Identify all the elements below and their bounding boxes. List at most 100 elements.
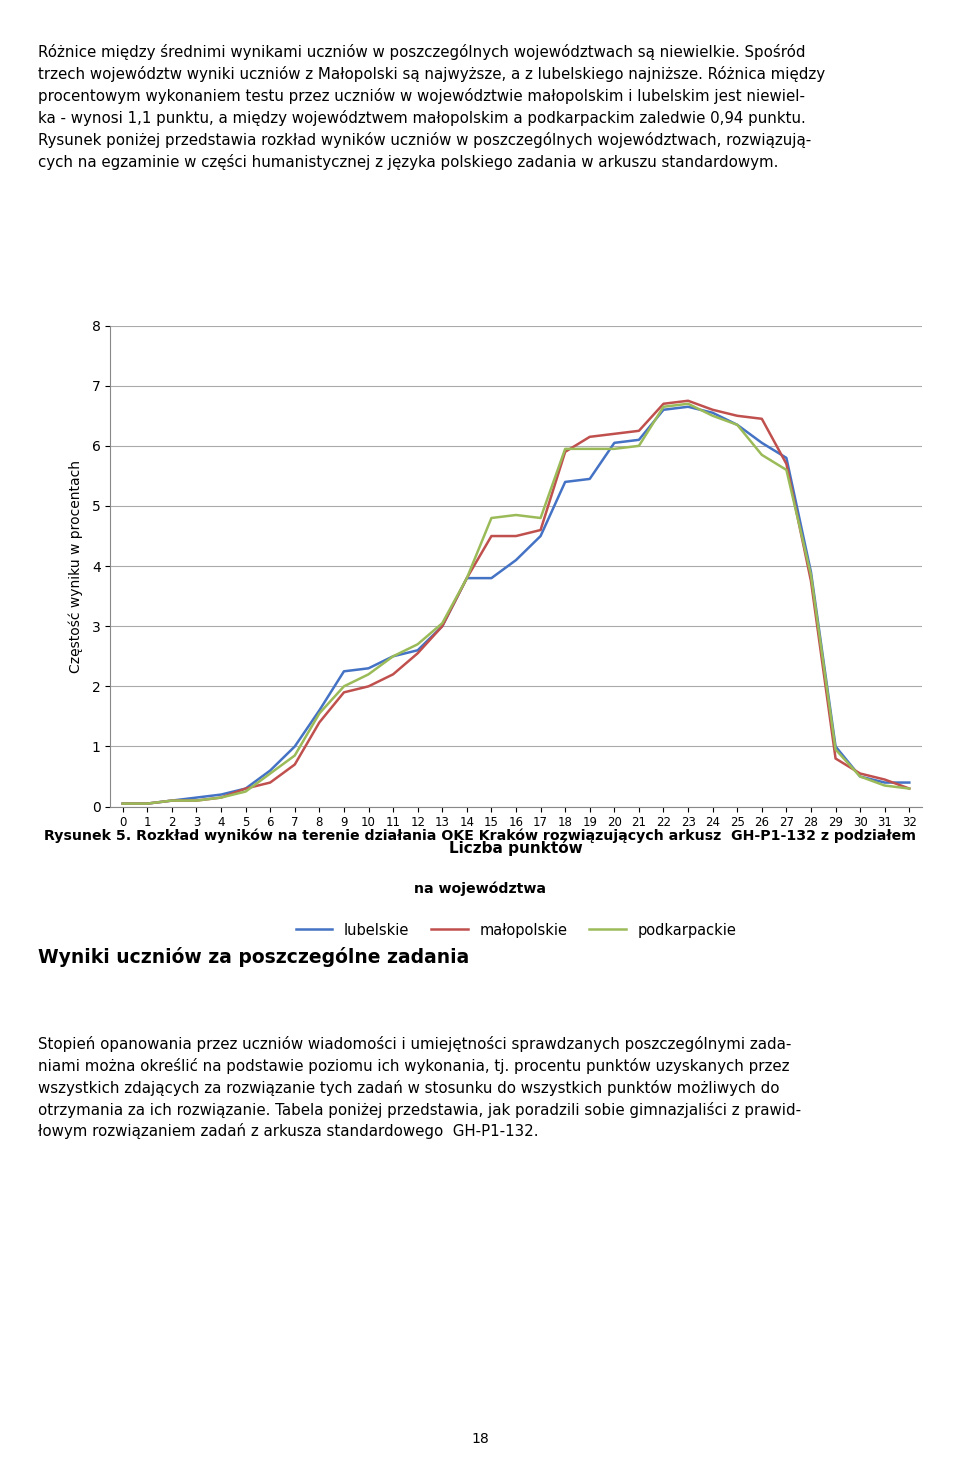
podkarpackie bbox=[560, 440, 571, 457]
lubelskie bbox=[634, 431, 645, 448]
lubelskie bbox=[560, 474, 571, 491]
małopolskie bbox=[289, 756, 300, 774]
małopolskie bbox=[732, 407, 743, 425]
podkarpackie bbox=[511, 506, 522, 524]
małopolskie bbox=[707, 401, 718, 419]
podkarpackie bbox=[437, 614, 448, 632]
podkarpackie bbox=[461, 570, 472, 588]
podkarpackie bbox=[240, 783, 252, 801]
podkarpackie bbox=[903, 780, 915, 798]
Text: Wyniki uczniów za poszczególne zadania: Wyniki uczniów za poszczególne zadania bbox=[38, 947, 469, 968]
podkarpackie bbox=[117, 795, 129, 813]
podkarpackie bbox=[535, 509, 546, 527]
małopolskie bbox=[363, 678, 374, 696]
podkarpackie bbox=[584, 440, 595, 457]
lubelskie bbox=[314, 702, 325, 719]
lubelskie bbox=[215, 786, 227, 804]
lubelskie bbox=[117, 795, 129, 813]
podkarpackie bbox=[732, 416, 743, 434]
X-axis label: Liczba punktów: Liczba punktów bbox=[449, 841, 583, 857]
lubelskie bbox=[658, 401, 669, 419]
małopolskie bbox=[854, 765, 866, 783]
małopolskie bbox=[560, 443, 571, 460]
Text: na województwa: na województwa bbox=[414, 882, 546, 897]
podkarpackie bbox=[387, 647, 398, 665]
podkarpackie bbox=[854, 768, 866, 786]
lubelskie bbox=[387, 647, 398, 665]
małopolskie bbox=[412, 644, 423, 662]
małopolskie bbox=[584, 428, 595, 445]
małopolskie bbox=[215, 789, 227, 807]
lubelskie bbox=[903, 774, 915, 792]
podkarpackie bbox=[756, 445, 768, 463]
Line: lubelskie: lubelskie bbox=[123, 407, 909, 804]
podkarpackie bbox=[707, 407, 718, 425]
podkarpackie bbox=[141, 795, 153, 813]
małopolskie bbox=[166, 792, 178, 810]
małopolskie bbox=[511, 527, 522, 545]
małopolskie bbox=[756, 410, 768, 428]
Text: Rysunek 5. Rozkład wyników na terenie działania OKE Kraków rozwiązujących arkusz: Rysunek 5. Rozkład wyników na terenie dz… bbox=[44, 829, 916, 844]
podkarpackie bbox=[805, 567, 817, 585]
lubelskie bbox=[240, 780, 252, 798]
Legend: lubelskie, małopolskie, podkarpackie: lubelskie, małopolskie, podkarpackie bbox=[290, 918, 742, 944]
podkarpackie bbox=[879, 777, 891, 795]
lubelskie bbox=[707, 404, 718, 422]
lubelskie bbox=[609, 434, 620, 451]
małopolskie bbox=[461, 570, 472, 588]
podkarpackie bbox=[658, 398, 669, 416]
podkarpackie bbox=[683, 395, 694, 413]
lubelskie bbox=[363, 660, 374, 678]
małopolskie bbox=[387, 666, 398, 684]
Line: małopolskie: małopolskie bbox=[123, 401, 909, 804]
lubelskie bbox=[141, 795, 153, 813]
lubelskie bbox=[461, 570, 472, 588]
lubelskie bbox=[486, 570, 497, 588]
małopolskie bbox=[805, 573, 817, 591]
małopolskie bbox=[314, 713, 325, 731]
lubelskie bbox=[535, 527, 546, 545]
lubelskie bbox=[191, 789, 203, 807]
małopolskie bbox=[634, 422, 645, 440]
małopolskie bbox=[829, 749, 841, 767]
lubelskie bbox=[683, 398, 694, 416]
lubelskie bbox=[805, 564, 817, 582]
lubelskie bbox=[511, 551, 522, 568]
małopolskie bbox=[141, 795, 153, 813]
lubelskie bbox=[412, 641, 423, 659]
Y-axis label: Częstość wyniku w procentach: Częstość wyniku w procentach bbox=[69, 460, 84, 672]
podkarpackie bbox=[314, 704, 325, 722]
małopolskie bbox=[535, 521, 546, 539]
podkarpackie bbox=[289, 746, 300, 764]
lubelskie bbox=[584, 471, 595, 488]
lubelskie bbox=[437, 617, 448, 635]
podkarpackie bbox=[486, 509, 497, 527]
podkarpackie bbox=[338, 678, 349, 696]
podkarpackie bbox=[363, 666, 374, 684]
małopolskie bbox=[240, 780, 252, 798]
lubelskie bbox=[289, 737, 300, 755]
lubelskie bbox=[264, 762, 276, 780]
lubelskie bbox=[732, 416, 743, 434]
podkarpackie bbox=[215, 789, 227, 807]
podkarpackie bbox=[609, 440, 620, 457]
lubelskie bbox=[756, 434, 768, 451]
małopolskie bbox=[879, 771, 891, 789]
Line: podkarpackie: podkarpackie bbox=[123, 404, 909, 804]
małopolskie bbox=[338, 684, 349, 702]
małopolskie bbox=[609, 425, 620, 443]
lubelskie bbox=[166, 792, 178, 810]
podkarpackie bbox=[634, 437, 645, 454]
podkarpackie bbox=[412, 635, 423, 653]
podkarpackie bbox=[166, 792, 178, 810]
lubelskie bbox=[829, 737, 841, 755]
Text: 18: 18 bbox=[471, 1433, 489, 1446]
podkarpackie bbox=[780, 460, 792, 478]
małopolskie bbox=[683, 392, 694, 410]
lubelskie bbox=[338, 663, 349, 681]
podkarpackie bbox=[264, 765, 276, 783]
Text: Różnice między średnimi wynikami uczniów w poszczególnych województwach są niewi: Różnice między średnimi wynikami uczniów… bbox=[38, 44, 826, 170]
małopolskie bbox=[486, 527, 497, 545]
podkarpackie bbox=[191, 792, 203, 810]
małopolskie bbox=[437, 617, 448, 635]
